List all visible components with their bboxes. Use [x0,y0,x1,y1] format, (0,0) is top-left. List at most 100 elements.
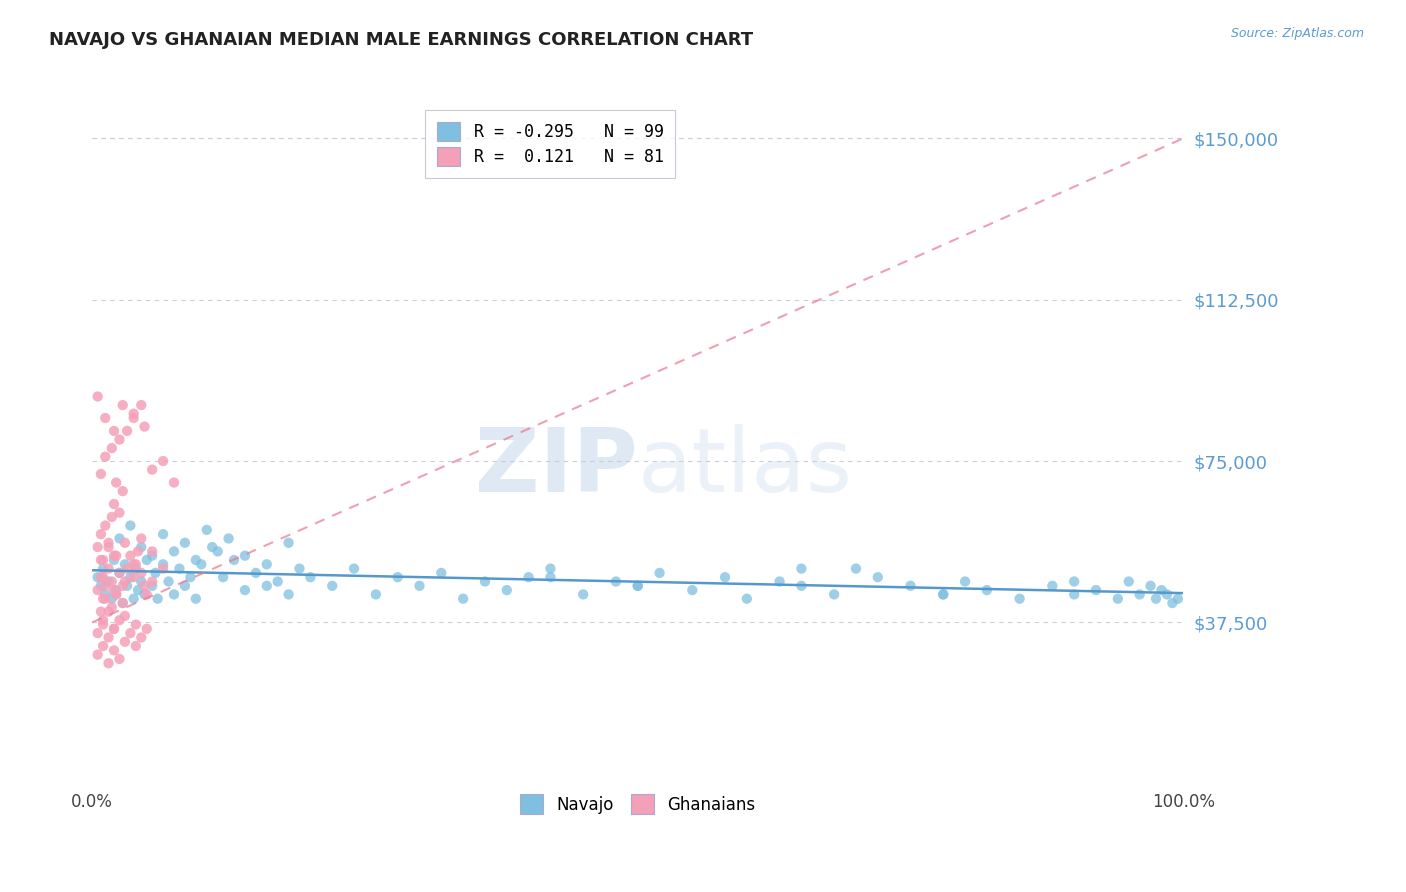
Point [134,419,156,434]
Point [976,583,998,598]
Point [256,579,278,593]
Point [97,540,120,554]
Point [1129,587,1152,601]
Point [145,566,167,580]
Point [86,570,108,584]
Point [135,553,157,567]
Point [1040,579,1063,593]
Point [1063,587,1085,601]
Point [94,587,117,601]
Point [114,535,136,549]
Point [1107,591,1129,606]
Point [163,587,186,601]
Point [207,544,229,558]
Text: Source: ZipAtlas.com: Source: ZipAtlas.com [1230,27,1364,40]
Point [218,532,240,546]
Point [94,591,117,606]
Point [101,510,124,524]
Point [129,540,152,554]
Point [86,583,108,598]
Point [735,591,758,606]
Point [152,558,174,572]
Point [91,639,114,653]
Point [451,591,474,606]
Point [141,462,163,476]
Point [845,561,868,575]
Point [1118,574,1140,589]
Point [900,579,922,593]
Point [91,617,114,632]
Point [108,506,131,520]
Point [120,626,142,640]
Point [245,566,267,580]
Point [90,553,112,567]
Point [97,574,120,589]
Point [129,631,152,645]
Point [299,570,322,584]
Point [122,591,145,606]
Point [129,566,152,580]
Point [111,484,134,499]
Point [103,553,125,567]
Point [605,574,627,589]
Point [94,411,117,425]
Point [201,540,224,554]
Point [86,389,108,403]
Point [134,579,156,593]
Point [91,591,114,606]
Point [91,613,114,627]
Point [114,634,136,648]
Point [141,549,163,563]
Point [408,579,430,593]
Point [125,561,148,575]
Point [790,561,813,575]
Point [94,450,117,464]
Point [152,454,174,468]
Point [135,587,157,601]
Point [277,587,299,601]
Point [122,570,145,584]
Point [222,553,245,567]
Point [648,566,671,580]
Point [538,561,561,575]
Point [90,570,112,584]
Point [1150,583,1173,598]
Point [572,587,595,601]
Point [122,558,145,572]
Point [101,441,124,455]
Point [1139,579,1161,593]
Point [105,587,128,601]
Point [90,579,112,593]
Text: atlas: atlas [638,424,853,510]
Point [714,570,737,584]
Point [97,631,120,645]
Point [627,579,650,593]
Point [91,553,114,567]
Point [108,566,131,580]
Point [163,475,186,490]
Point [97,657,120,671]
Point [953,574,976,589]
Point [681,583,703,598]
Point [768,574,790,589]
Point [90,467,112,481]
Point [103,643,125,657]
Point [108,613,131,627]
Point [1156,587,1178,601]
Point [430,566,453,580]
Point [1161,596,1184,610]
Point [103,622,125,636]
Point [1063,574,1085,589]
Point [120,549,142,563]
Point [1167,591,1189,606]
Point [111,596,134,610]
Legend: Navajo, Ghanaians: Navajo, Ghanaians [510,784,765,823]
Point [103,497,125,511]
Point [343,561,366,575]
Point [114,608,136,623]
Point [91,570,114,584]
Point [163,544,186,558]
Point [141,574,163,589]
Point [932,587,955,601]
Point [91,561,114,575]
